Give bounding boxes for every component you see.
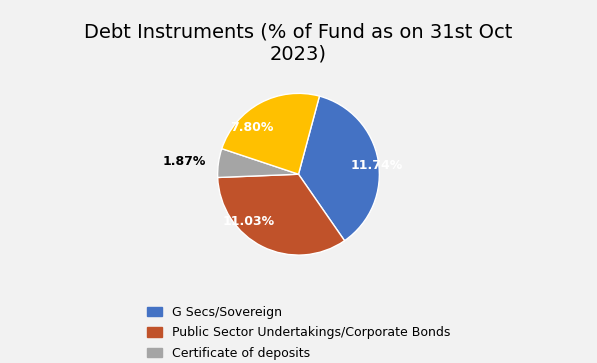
Wedge shape bbox=[218, 148, 298, 178]
Wedge shape bbox=[218, 174, 344, 255]
Text: 11.03%: 11.03% bbox=[223, 215, 275, 228]
Title: Debt Instruments (% of Fund as on 31st Oct
2023): Debt Instruments (% of Fund as on 31st O… bbox=[84, 22, 513, 63]
Wedge shape bbox=[298, 96, 379, 241]
Legend: G Secs/Sovereign, Public Sector Undertakings/Corporate Bonds, Certificate of dep: G Secs/Sovereign, Public Sector Undertak… bbox=[147, 306, 450, 363]
Text: 11.74%: 11.74% bbox=[350, 159, 402, 172]
Text: 7.80%: 7.80% bbox=[230, 122, 273, 134]
Text: 1.87%: 1.87% bbox=[163, 155, 207, 168]
Wedge shape bbox=[222, 93, 319, 174]
